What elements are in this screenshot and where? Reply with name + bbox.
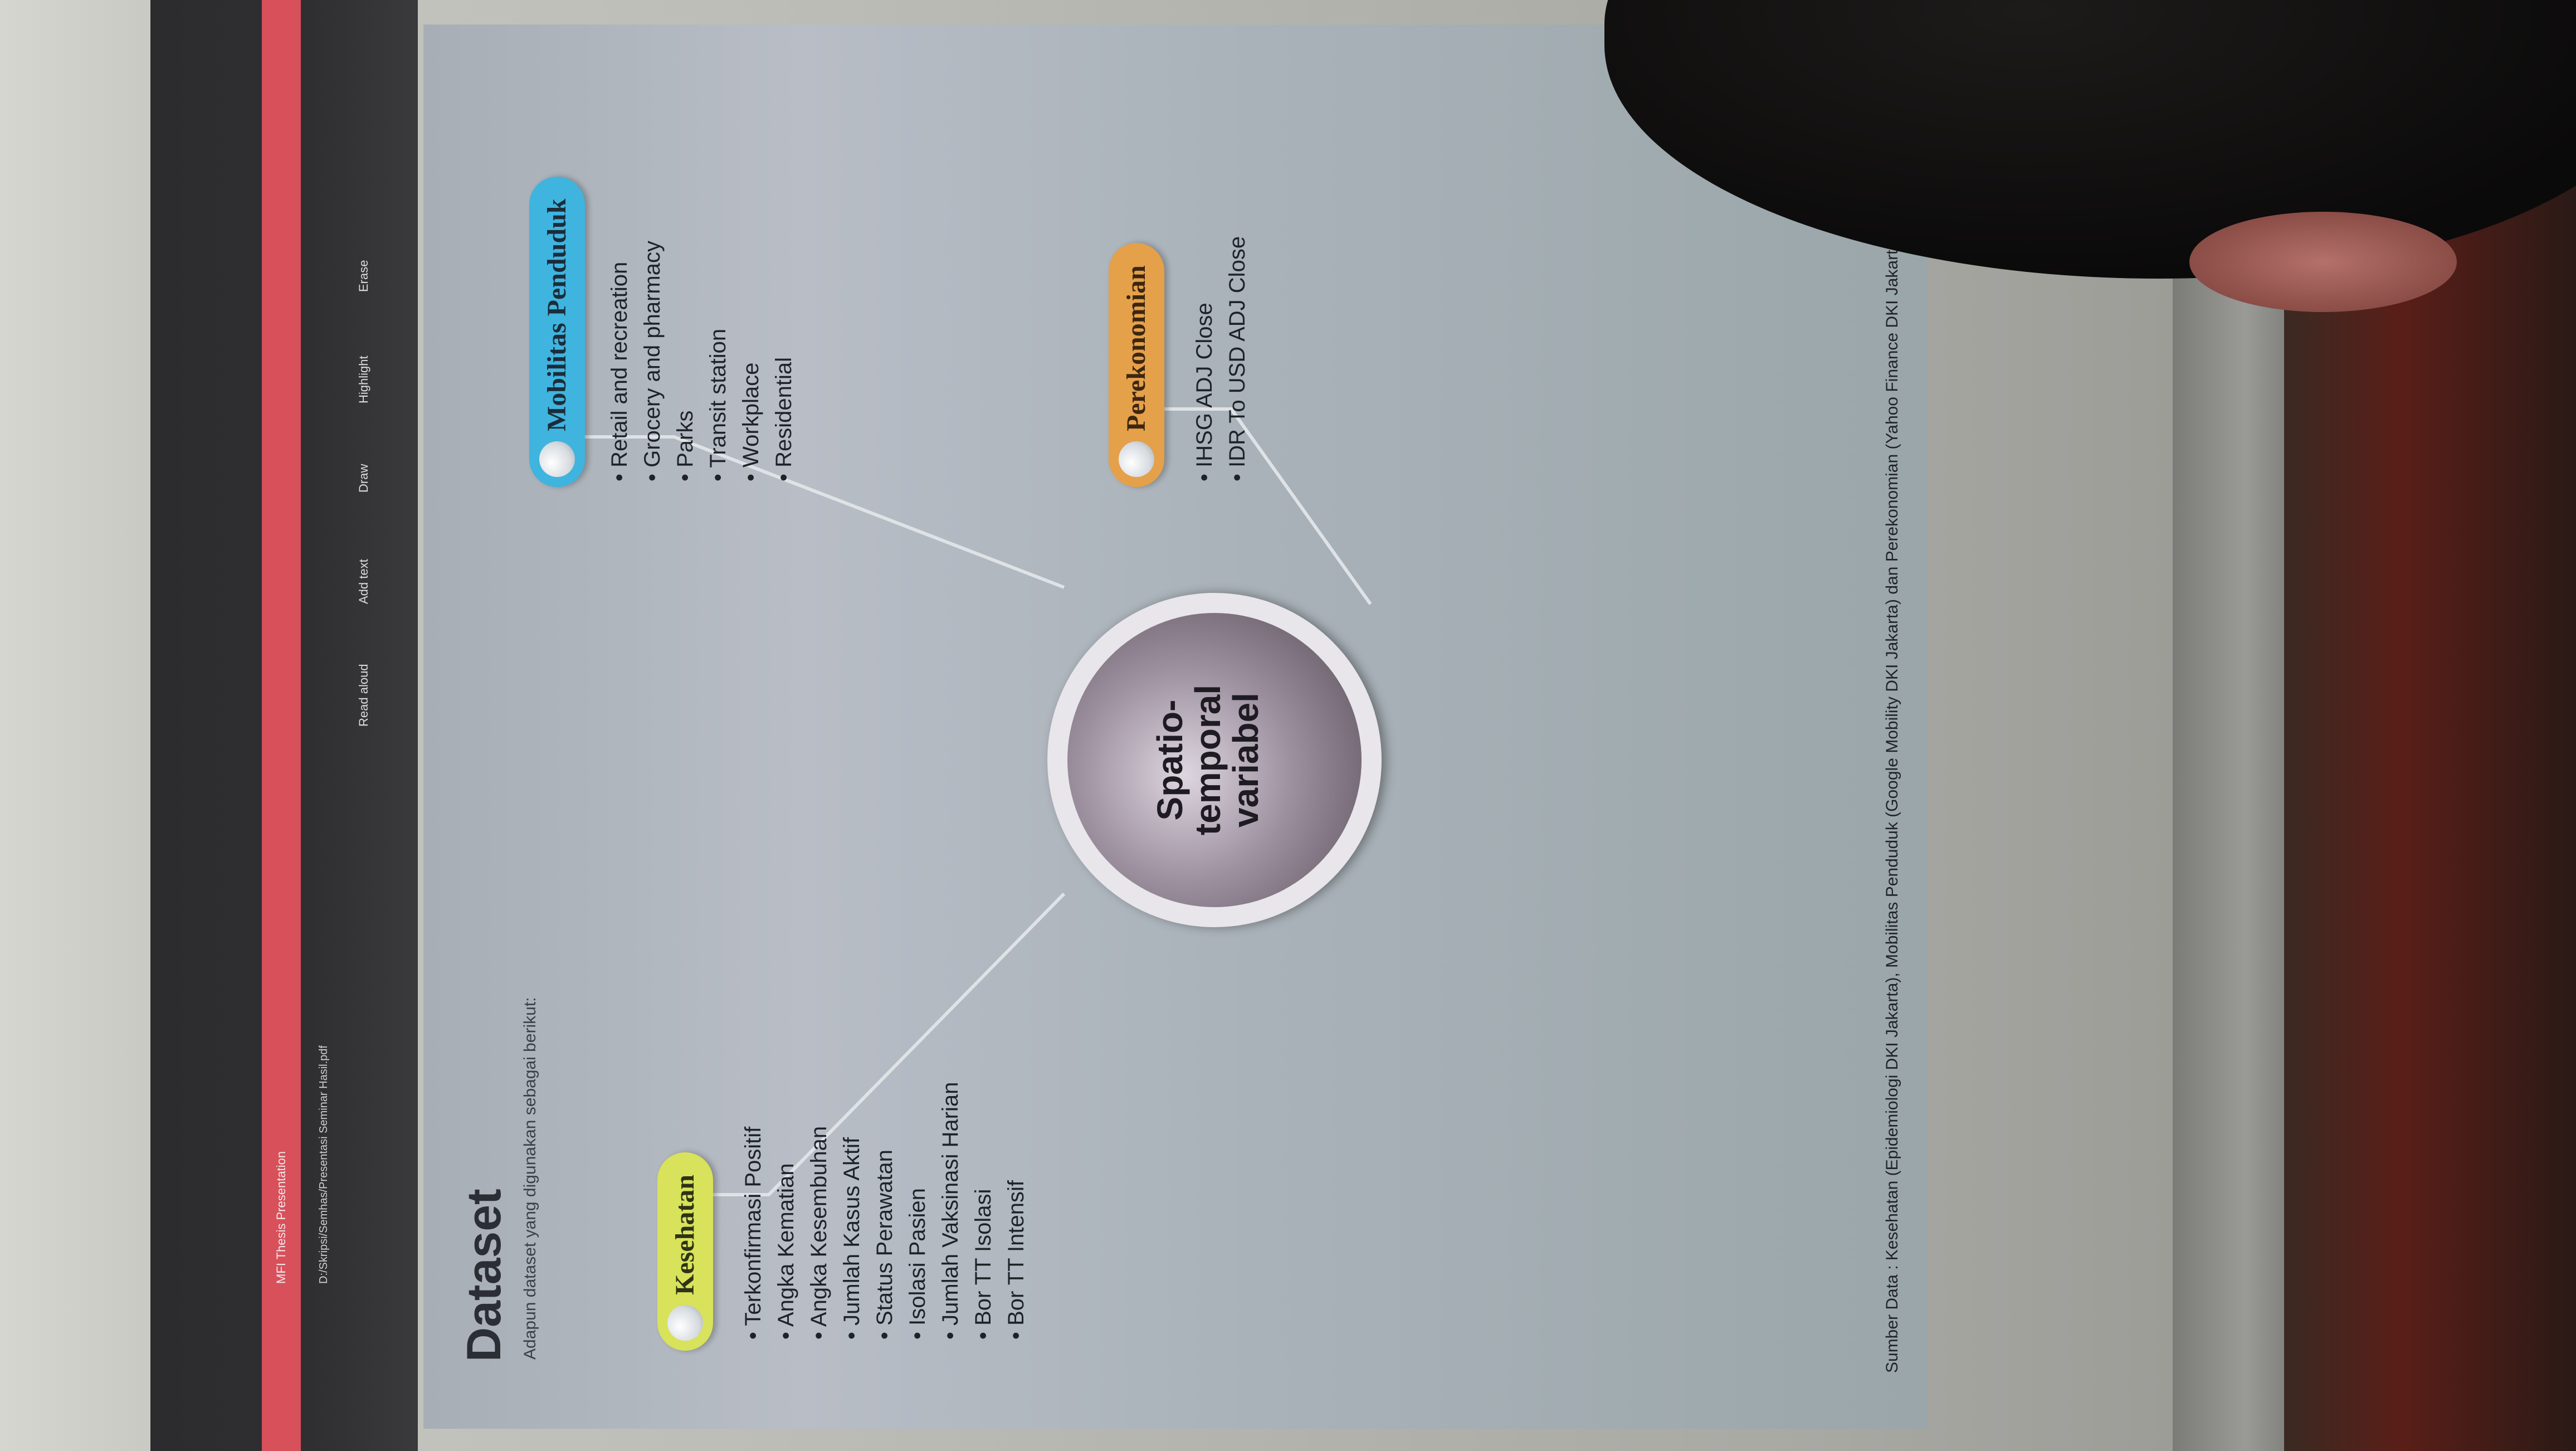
bullet-dot-icon [539,441,575,477]
list-item: IDR To USD ADJ Close [1225,236,1250,481]
list-item: Jumlah Vaksinasi Harian [938,1082,963,1340]
hub-line: Spatio- [1150,699,1190,821]
category-kesehatan: Kesehatan [657,1152,713,1351]
slide-subtitle: Adapun dataset yang digunakan sebagai be… [521,997,539,1360]
source-note: Sumber Data : Kesehatan (Epidemiologi DK… [1883,235,1901,1373]
tool-highlight[interactable]: Highlight [357,356,370,403]
pdf-tools: Read aloud Add text Draw Highlight Erase [351,0,384,1451]
kesehatan-list: Terkonfirmasi Positif Angka Kematian Ang… [741,1082,1037,1340]
projected-screen: MFI Thesis Presentation D:/Skripsi/Semha… [150,0,2267,1451]
bullet-dot-icon [1119,441,1154,477]
list-item: Retail and recreation [607,241,632,481]
hub-line: variabel [1226,693,1266,827]
list-item: Parks [673,241,698,481]
hub-image: Spatio- temporal variabel [1067,613,1362,907]
category-perekonomian: Perekonomian [1109,243,1164,487]
tool-read-aloud[interactable]: Read aloud [357,664,370,727]
address-bar[interactable]: D:/Skripsi/Semhas/Presentasi Seminar Has… [318,1045,330,1284]
hub-circle: Spatio- temporal variabel [1047,593,1382,927]
list-item: Status Perawatan [872,1082,897,1340]
list-item: IHSG ADJ Close [1192,236,1217,481]
tool-add-text[interactable]: Add text [357,559,370,604]
list-item: Grocery and pharmacy [640,241,665,481]
category-label: Kesehatan [670,1175,700,1295]
list-item: Residential [772,241,797,481]
hub-line: temporal [1188,684,1228,836]
list-item: Angka Kematian [774,1082,799,1340]
list-item: Angka Kesembuhan [807,1082,832,1340]
list-item: Bor TT Intensif [1004,1082,1029,1340]
perekonomian-list: IHSG ADJ Close IDR To USD ADJ Close [1192,236,1258,481]
category-label: Perekonomian [1121,265,1151,431]
bullet-dot-icon [667,1305,703,1341]
list-item: Transit station [706,241,731,481]
hand [2189,212,2457,312]
category-mobilitas: Mobilitas Penduduk [529,176,585,487]
list-item: Isolasi Pasien [905,1082,930,1340]
list-item: Jumlah Kasus Aktif [840,1082,865,1340]
list-item: Workplace [739,241,764,481]
slide-title: Dataset [457,1189,511,1362]
list-item: Bor TT Isolasi [971,1082,996,1340]
hub-label: Spatio- temporal variabel [1150,613,1266,907]
tool-draw[interactable]: Draw [357,464,370,493]
tool-erase[interactable]: Erase [357,260,370,292]
mobilitas-list: Retail and recreation Grocery and pharma… [607,241,804,481]
slide: Dataset Adapun dataset yang digunakan se… [423,25,1928,1429]
list-item: Terkonfirmasi Positif [741,1082,766,1340]
browser-tab[interactable]: MFI Thesis Presentation [274,1151,288,1284]
browser-toolbar: MFI Thesis Presentation D:/Skripsi/Semha… [150,0,418,1451]
category-label: Mobilitas Penduduk [542,198,572,431]
